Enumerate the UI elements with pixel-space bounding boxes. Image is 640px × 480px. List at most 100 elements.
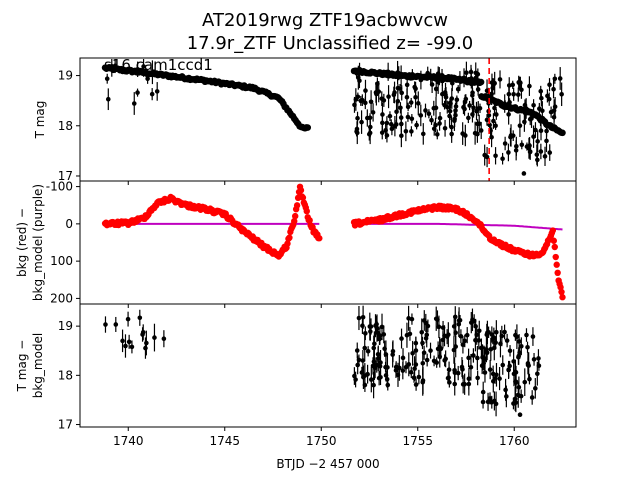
data-point [375,81,380,87]
data-point [512,396,518,402]
data-point [460,131,465,136]
data-point [368,329,373,334]
data-point-base [304,124,312,131]
data-point [460,367,465,372]
panel-annotation: s16 cam1ccd1 [104,56,213,74]
data-point [399,90,405,96]
data-point [487,396,493,401]
data-point [408,100,414,105]
data-point [533,127,538,133]
data-point [414,122,419,128]
data-point [507,100,512,105]
data-point [462,381,467,387]
data-point [559,91,564,97]
data-point [497,376,502,381]
data-point [434,132,440,137]
data-point [539,95,544,101]
data-point [366,131,372,137]
data-point [533,386,538,391]
data-point [385,69,391,75]
data-point [433,105,439,111]
bkg-point [549,227,557,234]
data-point [450,80,455,86]
data-point [517,123,523,128]
data-point [494,329,499,335]
data-point [548,109,554,115]
data-point [499,333,505,339]
data-point [381,332,387,337]
data-point [388,121,394,127]
data-point [452,370,458,376]
data-point [507,348,513,354]
data-point [447,100,453,106]
data-point [415,101,421,106]
data-point [514,334,520,339]
data-point [466,115,471,121]
bkg-point [291,212,299,220]
data-point [470,317,475,323]
panel-frame [79,303,577,428]
data-point [527,116,533,122]
data-point [486,329,491,335]
data-point [474,108,479,114]
data-point [409,316,415,322]
data-point [462,99,468,105]
data-point [478,128,484,133]
data-point [419,329,425,335]
data-point [112,63,118,69]
y-axis-label: T mag [33,101,47,140]
data-point [538,118,543,123]
data-point [423,335,429,341]
data-point [513,148,519,153]
data-point [531,134,536,139]
data-point [406,362,412,367]
data-point [387,113,393,119]
x-tick-label: 1755 [402,434,433,448]
data-point [538,88,544,94]
data-point [353,377,358,382]
data-point [135,90,140,95]
bkg-point [553,261,560,268]
data-point [527,376,532,382]
data-point [140,330,146,335]
data-point [385,382,391,388]
data-point [460,342,466,348]
data-point [418,113,424,118]
y-axis-label: bkg (red) − [15,208,29,277]
bkg-point [551,243,558,251]
y-tick-label: 18 [58,368,73,382]
data-point [368,324,374,329]
data-point [420,378,426,383]
y-tick-label: 17 [58,418,73,432]
data-point [428,74,433,80]
data-point [482,152,487,158]
data-point [489,80,495,85]
data-point [435,317,440,322]
data-point [120,338,125,344]
data-point [371,382,376,388]
data-point [437,354,443,360]
data-point [372,365,378,371]
data-point [540,108,545,114]
data-point [104,76,110,82]
data-point [398,115,404,120]
data-point-outlier [521,171,527,176]
data-point [363,88,368,93]
data-point [355,362,360,368]
data-point [457,78,463,84]
data-point [536,356,541,361]
data-point [516,339,522,344]
data-point [451,347,457,353]
data-point [475,81,480,86]
data-point [516,384,522,390]
panel-middle: -100 0 100 200 bkg (red) − bkg_model (purple) [15,180,577,308]
data-point [421,350,427,356]
bkg-point [286,234,293,241]
data-point [144,340,149,346]
data-point [506,112,511,117]
data-point [407,331,413,337]
bkg-point [299,194,307,201]
data-point [428,348,433,353]
data-point [371,345,377,351]
data-point [433,86,439,92]
